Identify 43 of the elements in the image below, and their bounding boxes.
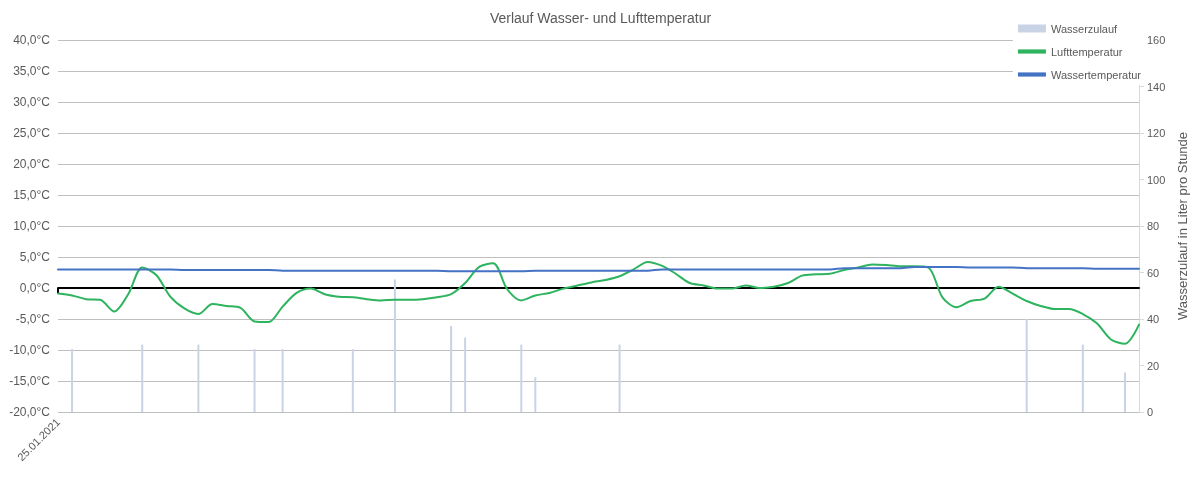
y-tick-label: 5,0°C xyxy=(19,250,51,264)
bar xyxy=(351,349,354,412)
legend-label: Wassertemperatur xyxy=(1050,68,1142,81)
bar xyxy=(393,279,396,412)
y2-tick-label: 160 xyxy=(1147,34,1166,46)
bar xyxy=(520,344,523,412)
chart-title: Verlauf Wasser- und Lufttemperatur xyxy=(489,10,712,26)
bar xyxy=(141,344,144,412)
y2-tick-label: 40 xyxy=(1147,313,1160,325)
bar xyxy=(197,344,200,412)
y2-tick-label: 0 xyxy=(1147,406,1154,418)
y2-tick-label: 80 xyxy=(1147,220,1160,232)
bar xyxy=(464,337,467,412)
y2-axis-title: Wasserzulauf in Liter pro Stunde xyxy=(1175,131,1191,321)
bar xyxy=(618,344,621,412)
y-tick-label: 40,0°C xyxy=(13,33,51,47)
y2-tick-label: 100 xyxy=(1147,173,1166,186)
y2-tick-label: 140 xyxy=(1147,80,1166,93)
y-tick-label: 10,0°C xyxy=(13,219,51,233)
bar xyxy=(253,349,256,412)
y-tick-label: 25,0°C xyxy=(13,126,51,140)
line-series xyxy=(57,260,1140,345)
y2-tick-label: 20 xyxy=(1147,359,1160,372)
y-tick-label: -10,0°C xyxy=(9,343,51,357)
y-tick-label: -5,0°C xyxy=(15,312,51,326)
bar xyxy=(71,349,74,412)
bar xyxy=(1025,319,1028,412)
y-tick-label: -15,0°C xyxy=(9,374,51,388)
legend-label: Lufttemperatur xyxy=(1050,45,1123,58)
y-tick-label: 30,0°C xyxy=(13,95,51,109)
y-tick-label: 35,0°C xyxy=(13,64,51,78)
y-tick-label: 15,0°C xyxy=(13,188,51,202)
bar xyxy=(1081,344,1084,412)
y-tick-label: -20,0°C xyxy=(9,405,51,419)
bar xyxy=(1123,372,1126,412)
bar xyxy=(450,325,453,412)
bar xyxy=(534,377,537,412)
y2-tick-label: 60 xyxy=(1147,266,1160,279)
y-tick-label: 0,0°C xyxy=(19,281,51,295)
y-tick-label: 20,0°C xyxy=(13,157,51,171)
bar xyxy=(281,349,284,412)
y2-tick-label: 120 xyxy=(1147,127,1166,139)
legend-label: Wasserzulauf xyxy=(1050,22,1119,35)
